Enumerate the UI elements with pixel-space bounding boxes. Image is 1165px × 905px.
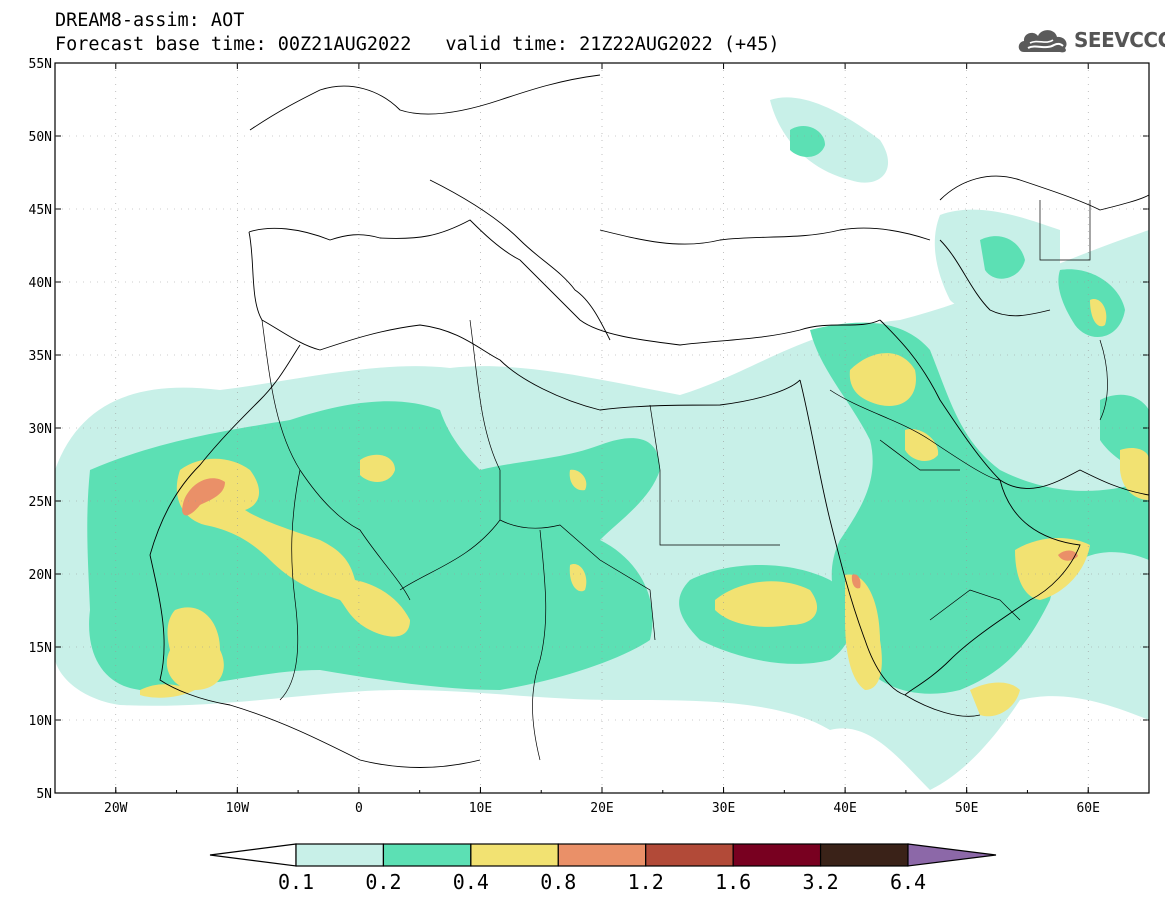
lat-label-25N: 25N	[29, 495, 52, 510]
lat-label-20N: 20N	[29, 568, 52, 583]
lon-label-10W: 10W	[226, 801, 250, 816]
cloud-icon	[1018, 30, 1067, 53]
coastline-segment	[599, 227, 931, 245]
colorbar-label-1.6: 1.6	[715, 870, 752, 894]
lon-label-50E: 50E	[955, 801, 978, 816]
border-segment	[279, 469, 301, 701]
colorbar-label-0.2: 0.2	[365, 870, 402, 894]
coastline-segment	[939, 239, 1051, 317]
colorbar-label-0.8: 0.8	[540, 870, 577, 894]
lat-label-10N: 10N	[29, 714, 52, 729]
coastline-segment	[249, 74, 601, 131]
lat-label-40N: 40N	[29, 276, 52, 291]
colorbar-box-0.1	[295, 843, 385, 867]
coastline-segment	[879, 319, 1150, 496]
colorbar-box-1.2	[645, 843, 734, 867]
colorbar-box-0.4	[470, 843, 559, 867]
latitude-labels: 55N 50N 45N 40N 35N 30N 25N 20N 15N 10N 5N	[29, 57, 52, 802]
colorbar-label-0.1: 0.1	[277, 870, 315, 894]
lat-label-55N: 55N	[29, 57, 52, 72]
lon-label-0: 0	[355, 801, 363, 816]
coastline-segment	[149, 554, 481, 768]
longitude-labels: 20W 10W 0 10E 20E 30E 40E 50E 60E	[104, 801, 1100, 816]
lat-label-30N: 30N	[29, 422, 52, 437]
border-segment	[829, 389, 1001, 481]
map-frame	[54, 62, 1150, 794]
border-segment	[879, 439, 960, 471]
lat-label-45N: 45N	[29, 203, 52, 218]
lat-label-5N: 5N	[36, 787, 52, 802]
lon-label-20E: 20E	[590, 801, 613, 816]
colorbar-label-3.2: 3.2	[802, 870, 839, 894]
aot-level-0.8	[182, 478, 1078, 589]
border-segment	[532, 529, 547, 761]
lat-label-35N: 35N	[29, 349, 52, 364]
lon-label-10E: 10E	[469, 801, 492, 816]
coastline-segment	[429, 179, 611, 341]
lat-label-15N: 15N	[29, 641, 52, 656]
border-segment	[399, 519, 501, 591]
lat-label-50N: 50N	[29, 130, 52, 145]
colorbar-box-3.2	[819, 843, 909, 867]
logo-text: SEEVCCC	[1074, 28, 1165, 52]
colorbar-min-arrow	[209, 843, 297, 867]
lon-label-20W: 20W	[104, 801, 128, 816]
lon-label-60E: 60E	[1076, 801, 1099, 816]
colorbar-label-0.4: 0.4	[452, 870, 489, 894]
forecast-times: Forecast base time: 00Z21AUG2022 valid ti…	[55, 35, 780, 55]
border-segment	[929, 589, 1021, 621]
border-segment	[261, 319, 411, 601]
colorbar-box-0.8	[557, 843, 647, 867]
border-segment	[649, 404, 780, 546]
base-time-label: Forecast base time: 00Z21AUG2022	[55, 34, 412, 55]
colorbar-label-1.2: 1.2	[627, 870, 664, 894]
map-decor	[54, 62, 1150, 794]
aot-level-0.2	[87, 125, 1149, 694]
coastline-segment	[904, 479, 1081, 696]
coastline-segment	[939, 175, 1150, 211]
border-segment	[469, 319, 656, 641]
colorbar-box-0.2	[382, 843, 472, 867]
border-segment	[1099, 339, 1108, 421]
coastline-segment	[248, 231, 801, 411]
colorbar-max-arrow	[907, 843, 997, 867]
seevccc-logo: SEEVCCC	[1016, 26, 1165, 54]
lon-label-40E: 40E	[833, 801, 856, 816]
coastline-segment	[799, 379, 981, 717]
colorbar-box-1.6	[732, 843, 822, 867]
chart-title: DREAM8-assim: AOT	[55, 10, 245, 31]
colorbar-boxes	[209, 843, 997, 867]
coastline-segment	[248, 219, 881, 346]
aot-level-0.4	[140, 299, 1149, 717]
border-segment	[1039, 200, 1091, 261]
valid-time-label: valid time: 21Z22AUG2022 (+45)	[445, 34, 780, 55]
lon-label-30E: 30E	[712, 801, 735, 816]
coastline-segment	[149, 344, 301, 556]
colorbar-label-6.4: 6.4	[889, 870, 927, 894]
aot-field	[55, 97, 1149, 790]
